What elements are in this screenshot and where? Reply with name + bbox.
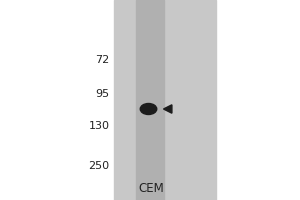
Polygon shape [164, 105, 172, 113]
Text: 250: 250 [88, 161, 110, 171]
Ellipse shape [140, 104, 157, 114]
Bar [136, 0, 164, 200]
Text: 95: 95 [95, 89, 110, 99]
Text: 72: 72 [95, 55, 110, 65]
Text: 130: 130 [88, 121, 110, 131]
Text: CEM: CEM [139, 182, 164, 196]
Bar [114, 0, 216, 200]
